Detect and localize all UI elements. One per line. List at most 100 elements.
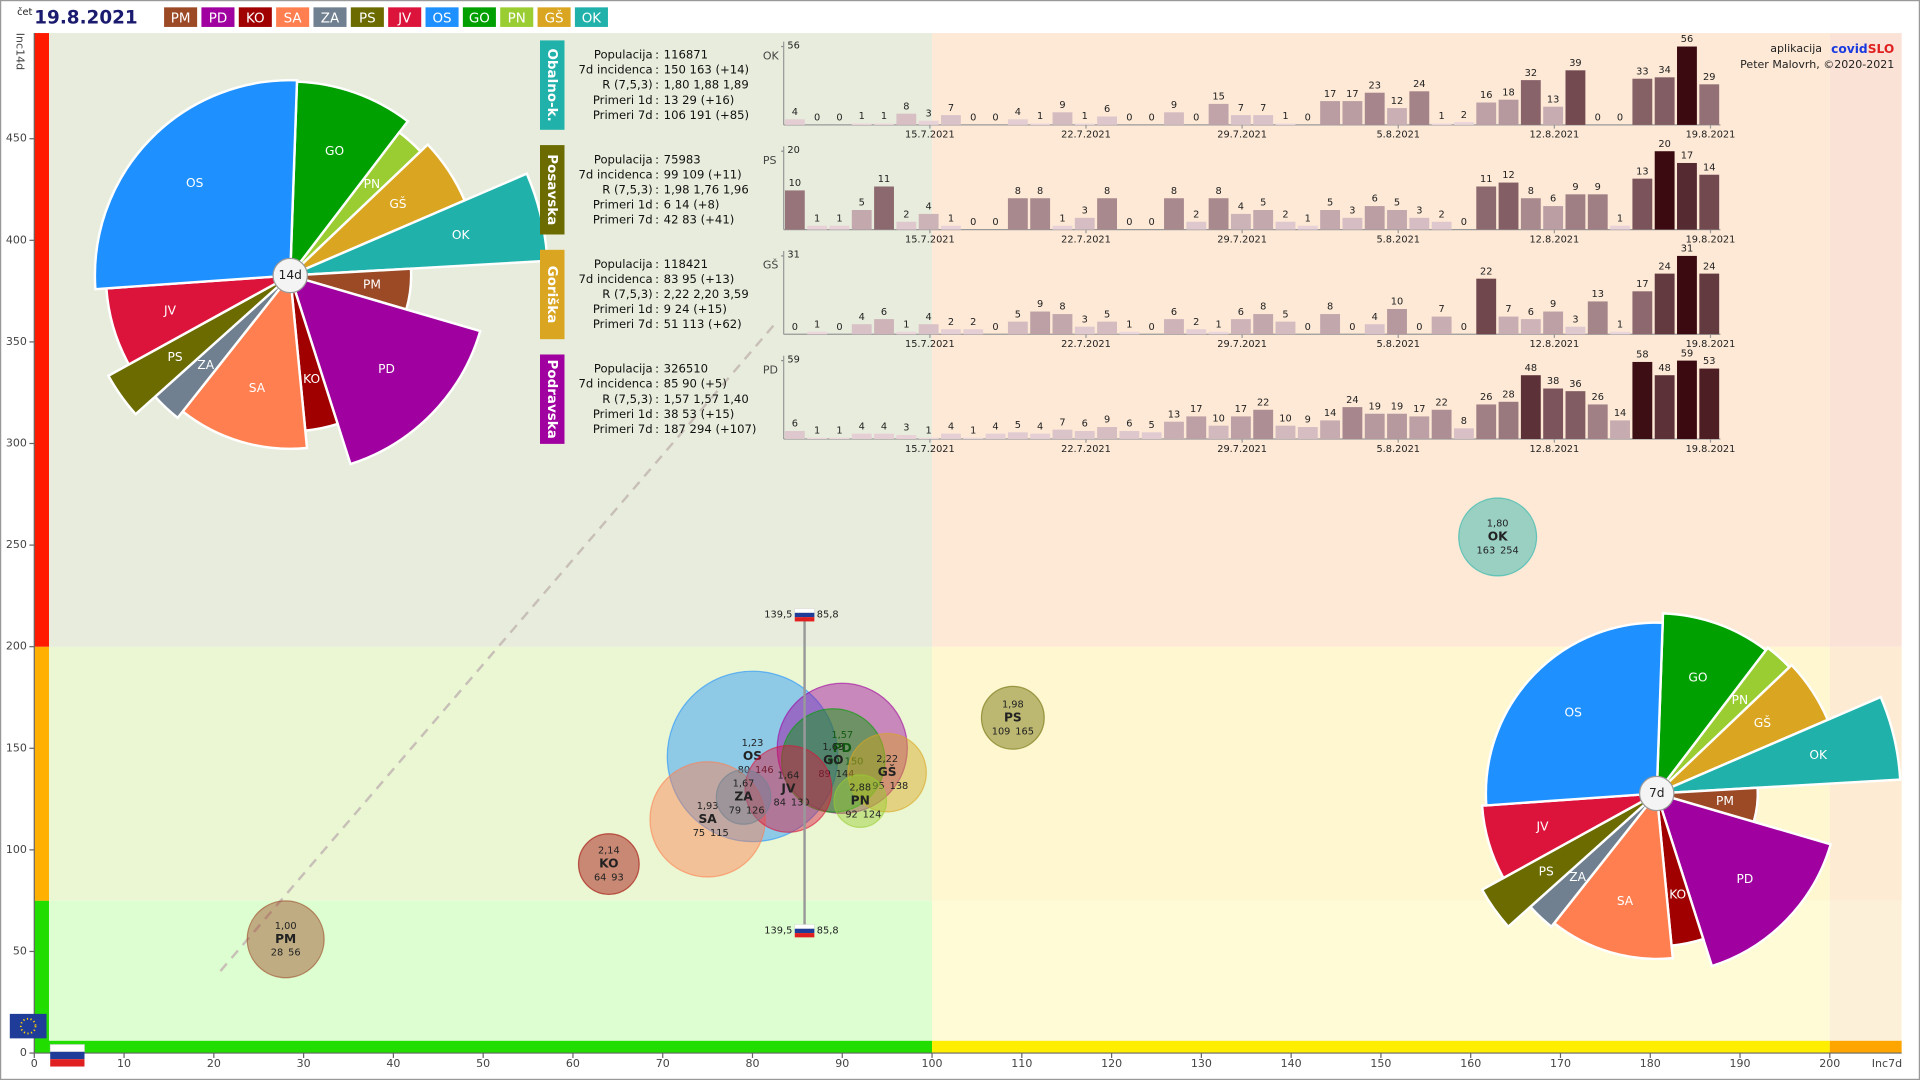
eu-flag-bg — [9, 1013, 47, 1039]
stat-value: 106 191 (+85) — [664, 108, 749, 122]
bubble-x: 109 — [992, 726, 1011, 737]
region-chip[interactable]: PS — [350, 7, 384, 27]
mini-x-label: 12.8.2021 — [1529, 444, 1579, 455]
bubble-x: 95 — [872, 781, 884, 792]
region-chip[interactable]: OK — [574, 7, 608, 27]
wedge — [1480, 792, 1658, 880]
mini-x-label: 29.7.2021 — [1217, 130, 1267, 141]
mini-bar — [1610, 420, 1630, 439]
x-tick-label: 170 — [1550, 1057, 1571, 1070]
mini-bar-label: 0 — [1617, 113, 1623, 124]
mini-bar-label: 6 — [1238, 307, 1244, 318]
app-label: aplikacija — [1770, 42, 1822, 55]
mini-bar — [1007, 432, 1028, 439]
wedge-label: PM — [1716, 794, 1734, 808]
x-axis-title: Inc7d — [1872, 1057, 1902, 1070]
mini-bar-label: 8 — [1461, 416, 1467, 427]
x-band — [932, 1040, 1830, 1054]
mini-bar-label: 5 — [1149, 420, 1155, 431]
mini-bar — [1230, 115, 1251, 125]
mini-bar-label: 10 — [789, 178, 801, 189]
mini-bar — [1141, 432, 1162, 439]
y-tick-label: 0 — [20, 1046, 27, 1059]
region-chip[interactable]: ZA — [313, 7, 347, 27]
mini-bar-label: 17 — [1413, 404, 1425, 415]
mini-bar-label: 0 — [1595, 113, 1601, 124]
y-axis-title: Inc14d — [14, 33, 27, 70]
eu-flag — [9, 1013, 47, 1039]
mini-bar-label: 59 — [1681, 348, 1693, 359]
region-chip[interactable]: PN — [500, 7, 534, 27]
mini-bar — [1387, 108, 1407, 125]
mini-bar — [1498, 316, 1519, 335]
mini-bar — [1476, 278, 1497, 335]
region-chip[interactable]: JV — [388, 7, 422, 27]
mini-bar-label: 4 — [859, 312, 865, 323]
mini-bar — [1186, 416, 1207, 439]
mini-bar — [918, 213, 939, 230]
y-tick-label: 300 — [6, 436, 27, 449]
bubble-name: KO — [599, 857, 618, 871]
bubble-r: 1,80 — [1487, 518, 1509, 529]
mini-bar-label: 16 — [1480, 90, 1492, 101]
mini-x-label: 12.8.2021 — [1529, 130, 1579, 141]
mini-bar — [1253, 210, 1274, 230]
mini-bar-label: 3 — [1082, 314, 1088, 325]
mini-bar — [1565, 391, 1586, 439]
region-chip[interactable]: PD — [201, 7, 235, 27]
mini-y-tick-label: 20 — [787, 145, 799, 156]
pie-center — [1638, 775, 1675, 812]
bubble-r: 2,14 — [598, 846, 620, 857]
bubble-x: 89 — [818, 769, 830, 780]
region-chip[interactable]: GŠ — [537, 7, 571, 27]
mini-bar-label: 58 — [1636, 350, 1648, 361]
stat-value: 9 24 (+15) — [664, 302, 727, 316]
brand-a: covid — [1831, 41, 1868, 55]
si-flag — [49, 1044, 85, 1067]
mini-x-label: 19.8.2021 — [1686, 234, 1736, 245]
mini-bar — [1074, 431, 1095, 439]
bubble — [649, 761, 766, 878]
ref-x-label: 85,8 — [817, 610, 839, 621]
header: čet 19.8.2021 aplikacija covidSLO Peter … — [17, 6, 1894, 71]
region-chip[interactable]: PM — [164, 7, 198, 27]
region-chip[interactable]: KO — [238, 7, 272, 27]
chip-bg — [500, 7, 534, 27]
mini-bar — [1565, 326, 1586, 335]
mini-bar — [1275, 321, 1296, 335]
mini-bar-label: 1 — [903, 319, 909, 330]
mini-bar — [807, 225, 828, 230]
mini-bar-label: 6 — [1550, 194, 1556, 205]
mini-bar — [1052, 112, 1073, 125]
mini-bar — [1230, 319, 1251, 335]
region-chip[interactable]: OS — [425, 7, 459, 27]
region-chip[interactable]: SA — [276, 7, 310, 27]
bubble-name: ZA — [734, 790, 753, 804]
chip-bg — [164, 7, 198, 27]
mini-bar — [1007, 119, 1028, 125]
mini-bar — [1119, 431, 1140, 439]
region-chip[interactable]: GO — [462, 7, 496, 27]
mini-bar — [1476, 404, 1497, 439]
mini-bar-label: 24 — [1413, 79, 1425, 90]
x-tick-label: 70 — [656, 1057, 670, 1070]
mini-bar-label: 0 — [1149, 217, 1155, 228]
stat-label: R (7,5,3) — [602, 182, 652, 196]
mini-y-tick-label: 31 — [787, 250, 799, 261]
wedge — [1655, 612, 1768, 798]
mini-bar-label: 3 — [903, 423, 909, 434]
bubble-name: PM — [275, 932, 296, 946]
stat-sep: : — [655, 167, 659, 181]
